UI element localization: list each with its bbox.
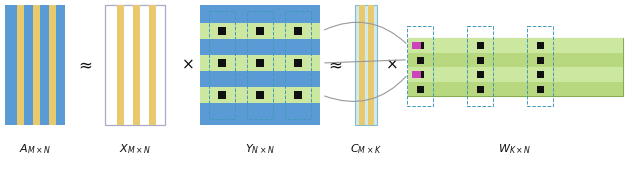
Bar [408, 67, 623, 81]
Bar [17, 5, 24, 125]
Bar [408, 38, 623, 52]
Bar [359, 5, 365, 125]
Bar [537, 86, 544, 93]
Bar [537, 57, 544, 64]
Bar [537, 71, 544, 78]
Bar [5, 5, 65, 125]
Text: $W_{K\times N}$: $W_{K\times N}$ [499, 142, 532, 156]
Bar [417, 71, 424, 78]
Bar [256, 59, 264, 67]
Bar [412, 71, 421, 78]
Bar [477, 86, 484, 93]
Text: $X_{M\times N}$: $X_{M\times N}$ [119, 142, 151, 156]
Text: ≈: ≈ [328, 56, 342, 74]
Bar [200, 87, 320, 103]
Bar [200, 23, 320, 39]
Bar [218, 91, 226, 99]
Bar [477, 57, 484, 64]
Bar [408, 81, 623, 96]
Bar [467, 26, 493, 106]
Bar [408, 38, 623, 96]
Bar [33, 5, 40, 125]
Text: ×: × [386, 57, 398, 72]
Bar [408, 52, 623, 67]
Bar [417, 57, 424, 64]
Bar [407, 26, 433, 106]
Bar [209, 11, 235, 119]
Bar [368, 5, 374, 125]
Bar [294, 27, 302, 35]
Bar [294, 59, 302, 67]
Text: ×: × [182, 57, 195, 72]
Text: $Y_{N\times N}$: $Y_{N\times N}$ [245, 142, 275, 156]
Bar [537, 42, 544, 49]
Bar [49, 5, 56, 125]
Bar [477, 42, 484, 49]
Bar [527, 26, 553, 106]
Bar [285, 11, 311, 119]
Bar [117, 5, 124, 125]
Bar [200, 55, 320, 71]
Bar [417, 86, 424, 93]
Bar [247, 11, 273, 119]
Bar [417, 42, 424, 49]
Bar [477, 71, 484, 78]
Text: $A_{M\times N}$: $A_{M\times N}$ [19, 142, 51, 156]
Bar [412, 42, 421, 49]
Text: ≈: ≈ [78, 56, 92, 74]
Bar [133, 5, 140, 125]
Bar [294, 91, 302, 99]
Text: $C_{M\times K}$: $C_{M\times K}$ [350, 142, 382, 156]
Bar [105, 5, 165, 125]
Bar [218, 59, 226, 67]
Bar [256, 91, 264, 99]
Bar [149, 5, 156, 125]
Bar [355, 5, 377, 125]
Bar [256, 27, 264, 35]
Bar [218, 27, 226, 35]
Bar [200, 5, 320, 125]
